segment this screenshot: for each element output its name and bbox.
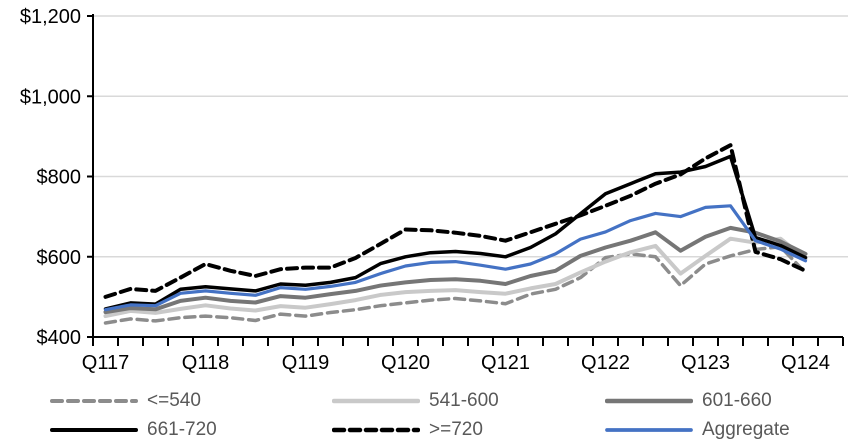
legend-swatch bbox=[332, 427, 420, 432]
legend-item-aggregate: Aggregate bbox=[605, 415, 852, 442]
y-axis-label: $1,000 bbox=[20, 86, 81, 108]
chart-legend: <=540 541-600 601-660 661-720 >=720 Aggregate bbox=[50, 386, 852, 442]
legend-swatch bbox=[50, 427, 138, 432]
x-axis-label: Q120 bbox=[381, 352, 430, 374]
legend-swatch bbox=[332, 398, 420, 403]
legend-swatch bbox=[605, 427, 693, 432]
x-axis-label: Q124 bbox=[781, 352, 830, 374]
legend-item--720: >=720 bbox=[332, 415, 605, 442]
legend-item-541-600: 541-600 bbox=[332, 386, 605, 415]
x-axis-label: Q123 bbox=[681, 352, 730, 374]
series-line-601-660 bbox=[103, 225, 808, 315]
legend-swatch bbox=[605, 398, 693, 403]
x-axis-label: Q119 bbox=[282, 352, 329, 374]
y-axis-label: $400 bbox=[37, 327, 82, 349]
y-axis-label: $800 bbox=[37, 167, 82, 189]
x-axis-label: Q122 bbox=[581, 352, 630, 374]
series-line-541-600 bbox=[103, 236, 808, 319]
legend-label: 541-600 bbox=[429, 390, 499, 411]
legend-label: 601-660 bbox=[702, 390, 772, 411]
legend-label: Aggregate bbox=[702, 419, 790, 440]
legend-item-661-720: 661-720 bbox=[50, 415, 332, 442]
series-line-aggregate bbox=[103, 204, 808, 312]
series-line--720 bbox=[103, 143, 808, 299]
x-axis-label: Q121 bbox=[481, 352, 530, 374]
y-axis-label: $600 bbox=[37, 247, 82, 269]
y-axis-label: $1,200 bbox=[20, 6, 81, 28]
legend-label: 661-720 bbox=[147, 419, 217, 440]
legend-item--540: <=540 bbox=[50, 386, 332, 415]
series-line--540 bbox=[103, 244, 808, 325]
x-axis-label: Q118 bbox=[182, 352, 229, 374]
x-axis-label: Q117 bbox=[82, 352, 129, 374]
legend-label: <=540 bbox=[147, 390, 201, 411]
legend-label: >=720 bbox=[429, 419, 483, 440]
legend-item-601-660: 601-660 bbox=[605, 386, 852, 415]
legend-swatch bbox=[50, 398, 138, 403]
